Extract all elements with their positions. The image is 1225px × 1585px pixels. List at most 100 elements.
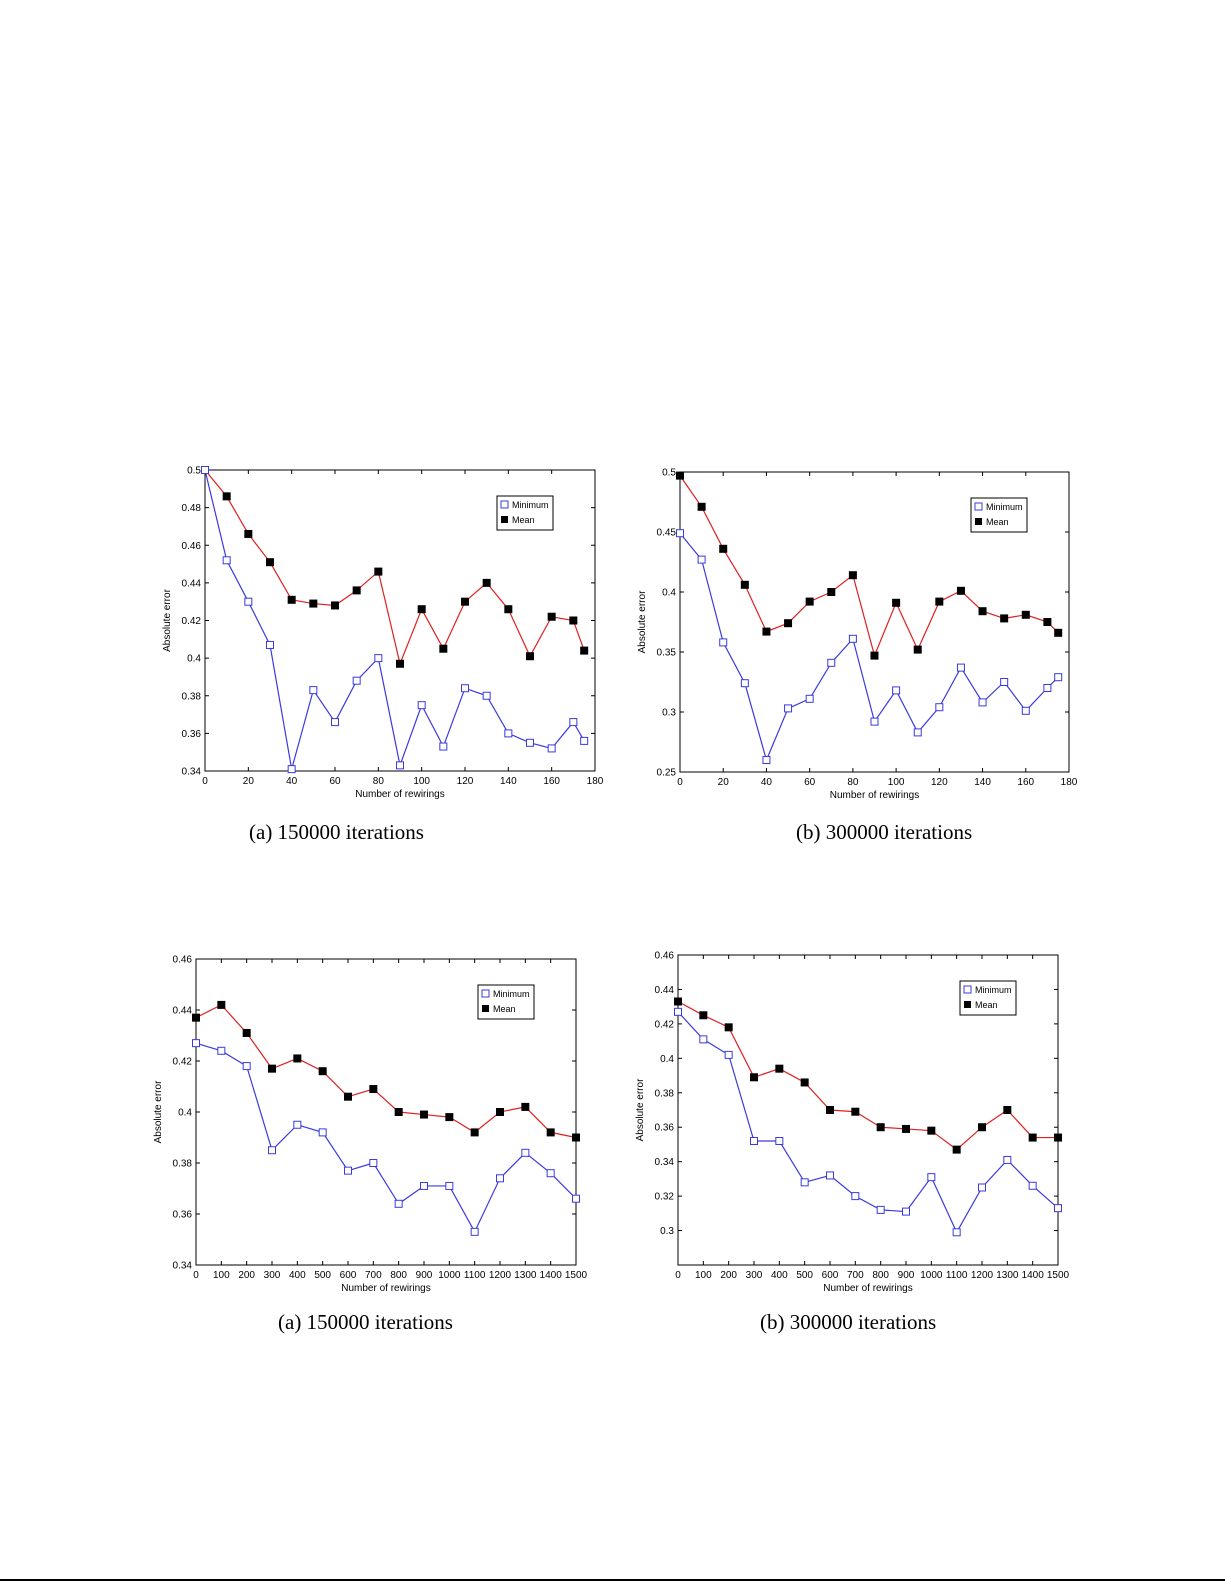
x-tick-label: 300 — [264, 1270, 281, 1281]
x-tick-label: 1100 — [946, 1270, 968, 1281]
minimum-point — [676, 529, 684, 538]
x-tick-label: 1200 — [971, 1270, 994, 1281]
mean-point — [775, 1064, 784, 1073]
minimum-point — [439, 742, 448, 751]
minimum-point — [217, 1046, 226, 1055]
y-tick-label: 0.4 — [660, 1054, 674, 1065]
y-tick-label: 0.46 — [655, 951, 675, 962]
minimum-point — [1000, 678, 1009, 686]
x-tick-label: 100 — [213, 1270, 230, 1281]
mean-point — [805, 597, 814, 606]
minimum-point — [952, 1228, 961, 1237]
y-tick-label: 0.44 — [182, 578, 202, 589]
legend-minimum-label: Minimum — [493, 989, 530, 999]
y-tick-label: 0.38 — [173, 1159, 193, 1170]
x-axis-label: Number of rewirings — [830, 790, 919, 801]
y-tick-label: 0.3 — [660, 1226, 674, 1237]
mean-point — [1003, 1106, 1012, 1114]
minimum-point — [569, 718, 578, 727]
minimum-point — [546, 1169, 555, 1178]
y-tick-label: 0.42 — [173, 1057, 193, 1068]
mean-point — [266, 558, 274, 567]
mean-point — [482, 578, 491, 587]
y-axis-label: Absolute error — [635, 1078, 646, 1141]
mean-point — [504, 605, 513, 614]
series-line-mean — [195, 1004, 577, 1139]
mean-point — [902, 1124, 910, 1133]
x-tick-label: 1400 — [1022, 1270, 1045, 1281]
minimum-point — [344, 1166, 352, 1175]
x-tick-label: 160 — [543, 776, 560, 787]
x-tick-label: 40 — [286, 776, 298, 787]
legend-mean-label: Mean — [975, 1000, 998, 1010]
series-line-minimum — [677, 1011, 1059, 1234]
mean-point — [719, 544, 728, 553]
minimum-point — [318, 1128, 327, 1137]
minimum-point — [496, 1174, 504, 1183]
x-tick-label: 800 — [872, 1270, 889, 1281]
y-tick-label: 0.42 — [655, 1019, 675, 1030]
legend-minimum-label: Minimum — [975, 985, 1012, 995]
mean-point — [470, 1128, 479, 1137]
mean-point — [927, 1126, 936, 1135]
x-tick-label: 600 — [822, 1270, 839, 1281]
legend: Minimum Mean — [496, 495, 554, 531]
minimum-point — [580, 736, 589, 745]
x-tick-label: 1100 — [464, 1270, 486, 1281]
x-tick-label: 60 — [804, 777, 816, 788]
y-tick-label: 0.5 — [662, 468, 676, 479]
mean-point — [352, 586, 361, 595]
x-tick-label: 100 — [888, 777, 905, 788]
mean-point — [697, 502, 706, 511]
x-tick-label: 0 — [193, 1270, 199, 1281]
mean-point — [952, 1145, 961, 1154]
minimum-point — [800, 1178, 809, 1187]
legend-minimum-marker — [974, 502, 983, 511]
legend: Minimum Mean — [959, 980, 1017, 1016]
y-tick-label: 0.3 — [662, 708, 676, 719]
minimum-point — [201, 466, 209, 474]
y-tick-label: 0.46 — [182, 541, 202, 552]
y-tick-label: 0.38 — [655, 1088, 675, 1099]
y-tick-label: 0.45 — [657, 528, 677, 539]
x-tick-label: 60 — [329, 776, 341, 787]
mean-point — [876, 1123, 885, 1132]
y-tick-label: 0.36 — [173, 1210, 193, 1221]
minimum-point — [913, 728, 922, 737]
mean-point — [420, 1110, 428, 1119]
minimum-point — [1054, 1204, 1062, 1213]
mean-point — [750, 1073, 758, 1082]
mean-point — [1028, 1133, 1037, 1142]
legend-mean-marker — [964, 1001, 971, 1008]
mean-point — [309, 599, 318, 608]
y-tick-label: 0.25 — [657, 768, 677, 779]
minimum-point — [978, 1183, 986, 1192]
legend-mean-label: Mean — [512, 515, 535, 525]
x-tick-label: 600 — [340, 1270, 357, 1281]
x-tick-label: 700 — [847, 1270, 864, 1281]
series-line-mean — [677, 1000, 1058, 1151]
mean-point — [394, 1108, 403, 1116]
x-tick-label: 300 — [746, 1270, 763, 1281]
minimum-point — [526, 738, 534, 747]
minimum-point — [902, 1207, 910, 1216]
minimum-point — [927, 1173, 936, 1182]
minimum-point — [521, 1148, 530, 1157]
legend-mean-marker — [975, 518, 982, 525]
mean-point — [242, 1028, 251, 1037]
mean-point — [521, 1102, 530, 1111]
mean-point — [318, 1067, 327, 1076]
y-tick-label: 0.38 — [182, 691, 202, 702]
minimum-point — [268, 1146, 276, 1155]
x-tick-label: 0 — [675, 1270, 681, 1281]
minimum-point — [244, 597, 253, 606]
mean-point — [851, 1107, 860, 1116]
minimum-point — [374, 654, 383, 663]
minimum-point — [827, 658, 836, 667]
minimum-point — [352, 676, 361, 685]
minimum-point — [470, 1227, 479, 1236]
x-tick-label: 500 — [796, 1270, 813, 1281]
minimum-point — [394, 1199, 403, 1208]
x-axis-label: Number of rewirings — [341, 1283, 430, 1294]
minimum-point — [935, 703, 944, 712]
